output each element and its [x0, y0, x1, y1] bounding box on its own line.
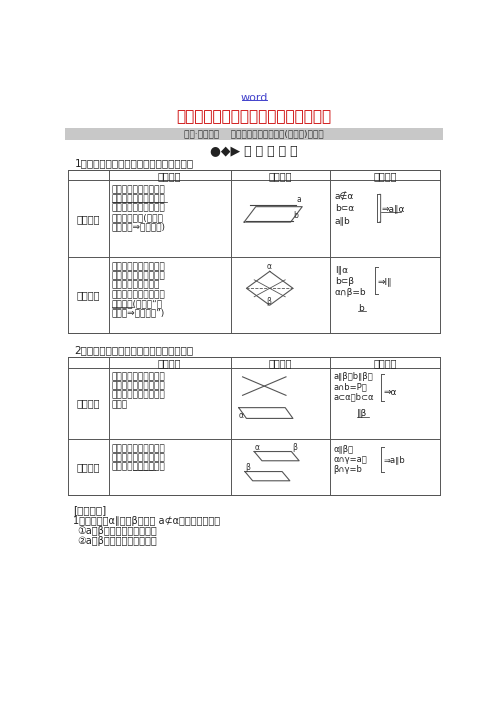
Text: 这个平面内的一条直线: 这个平面内的一条直线: [112, 194, 165, 204]
Bar: [65, 128, 443, 140]
Text: α: α: [254, 443, 259, 452]
Text: 文字语言: 文字语言: [158, 171, 182, 181]
Bar: [68, 357, 440, 495]
Text: ●◆▶ 必 过 教 材 关: ●◆▶ 必 过 教 材 关: [210, 145, 298, 158]
Text: 面平行，经过这条直线: 面平行，经过这条直线: [112, 272, 165, 280]
Text: 如果两个平行平面同时: 如果两个平行平面同时: [112, 444, 165, 453]
Text: 交线平行(简记为“线: 交线平行(简记为“线: [112, 299, 163, 308]
Text: 课前·双基落实    高一数学一轮复习教案(含解析)苏教版: 课前·双基落实 高一数学一轮复习教案(含解析)苏教版: [185, 130, 324, 139]
Text: 线线平行⇒线面平行): 线线平行⇒线面平行): [112, 222, 166, 231]
Text: ⇒l∥: ⇒l∥: [377, 277, 392, 286]
Text: β∩γ=b: β∩γ=b: [333, 465, 362, 475]
Text: 如果一个平面内有两条: 如果一个平面内有两条: [112, 372, 165, 381]
Text: ∥β: ∥β: [357, 409, 367, 418]
Text: α∥β，: α∥β，: [333, 445, 353, 454]
Text: 面平行: 面平行: [112, 400, 128, 409]
Text: 么所得的两条交线平行: 么所得的两条交线平行: [112, 463, 165, 471]
Text: 符号语言: 符号语言: [373, 171, 397, 181]
Text: a∥β，b∥β，: a∥β，b∥β，: [333, 372, 373, 381]
Text: α∩β=b: α∩β=b: [335, 289, 367, 297]
Text: [小题体验]: [小题体验]: [73, 505, 106, 515]
Text: ⇒a∥b: ⇒a∥b: [383, 456, 405, 465]
Text: α∩γ=a，: α∩γ=a，: [333, 456, 367, 465]
Text: 图形语言: 图形语言: [269, 358, 292, 369]
Text: ②a与β内无数条直线平行；: ②a与β内无数条直线平行；: [77, 536, 157, 546]
Text: l∥α: l∥α: [335, 265, 348, 274]
Text: 面平行⇒线线平行”): 面平行⇒线线平行”): [112, 308, 165, 317]
Text: 判定定理: 判定定理: [76, 214, 100, 224]
Text: a∩b=P，: a∩b=P，: [333, 382, 367, 391]
Text: 个平面，那么这两个平: 个平面，那么这两个平: [112, 391, 165, 399]
Text: b⊂α: b⊂α: [335, 204, 354, 213]
Text: 文字语言: 文字语言: [158, 358, 182, 369]
Text: 性质定理: 性质定理: [76, 290, 100, 300]
Text: 判定定理: 判定定理: [76, 399, 100, 409]
Text: α: α: [239, 411, 244, 420]
Text: 如果平面外一条直线和: 如果平面外一条直线和: [112, 185, 165, 194]
Text: a: a: [297, 195, 302, 204]
Text: 1．直线与平面平行的判定定理和性质定理: 1．直线与平面平行的判定定理和性质定理: [74, 158, 193, 168]
Text: 交，那么这条直线就和: 交，那么这条直线就和: [112, 290, 165, 299]
Text: 第三节直线、平面平行的判定及其性质: 第三节直线、平面平行的判定及其性质: [177, 110, 332, 125]
Text: ⇒α: ⇒α: [383, 388, 397, 397]
Text: a∉α: a∉α: [335, 193, 354, 202]
Text: b⊂β: b⊂β: [335, 277, 354, 286]
Text: b: b: [294, 211, 299, 220]
Text: word: word: [241, 93, 268, 103]
Text: 平行，那么这条直线与: 平行，那么这条直线与: [112, 204, 165, 213]
Text: α: α: [267, 262, 272, 271]
Text: 1．已知平面α∥平面β，直线 a⊄α，有下列命题：: 1．已知平面α∥平面β，直线 a⊄α，有下列命题：: [73, 516, 220, 526]
Text: 如果一条直线和一个平: 如果一条直线和一个平: [112, 262, 165, 271]
Text: a∥b: a∥b: [335, 216, 351, 225]
Text: β: β: [267, 297, 271, 305]
Text: 性质定理: 性质定理: [76, 462, 100, 472]
Text: a⊂α，b⊂α: a⊂α，b⊂α: [333, 392, 374, 402]
Text: 符号语言: 符号语言: [373, 358, 397, 369]
Text: β: β: [245, 463, 250, 472]
Text: 的平面和这个平面相: 的平面和这个平面相: [112, 281, 160, 290]
Text: ①a与β内的所有直线平行；: ①a与β内的所有直线平行；: [77, 526, 157, 536]
Text: 这个平面平行(简记为: 这个平面平行(简记为: [112, 213, 164, 222]
Text: 和第三个平面相交，那: 和第三个平面相交，那: [112, 453, 165, 462]
Text: 2．平面与平面平行的判定定理和性质定理: 2．平面与平面平行的判定定理和性质定理: [74, 345, 193, 355]
Text: 图形语言: 图形语言: [269, 171, 292, 181]
Text: b: b: [358, 304, 364, 312]
Text: ⇒a∥α: ⇒a∥α: [381, 204, 405, 213]
Bar: [68, 170, 440, 333]
Text: β: β: [292, 443, 297, 452]
Text: 相交直线都平行于另一: 相交直线都平行于另一: [112, 381, 165, 390]
